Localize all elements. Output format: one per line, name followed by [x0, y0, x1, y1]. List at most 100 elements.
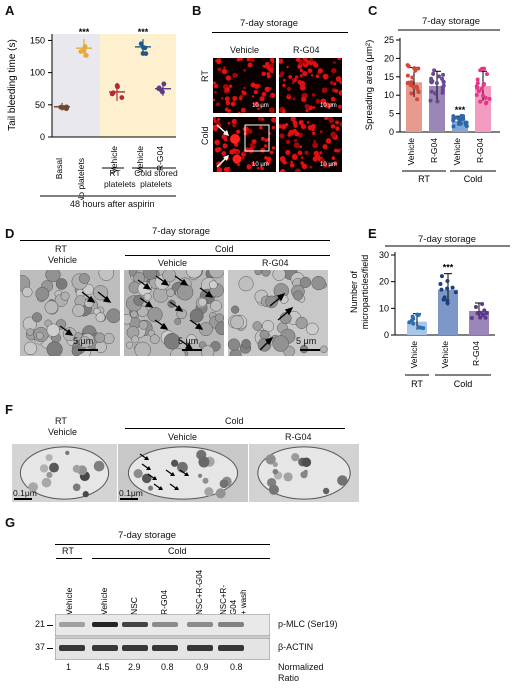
g-cold-line [92, 558, 270, 559]
b-cell [286, 65, 289, 69]
a-ytick-label: 150 [30, 35, 45, 45]
b-cell [301, 163, 308, 170]
e-point [438, 281, 443, 286]
e-point [473, 305, 478, 310]
b-cell [305, 109, 309, 113]
g-band-actin-lane [122, 645, 148, 651]
g-band-actin-lane [152, 645, 178, 651]
b-cell [222, 143, 228, 149]
f-scalebar-1 [14, 498, 32, 500]
b-cell [240, 107, 246, 113]
c-point [479, 86, 484, 91]
b-cell [321, 87, 328, 94]
e-title: 7-day storage [418, 234, 477, 245]
d-cell [78, 273, 90, 284]
b-cell [257, 107, 260, 111]
f-granule [301, 457, 312, 468]
a-point [142, 45, 148, 51]
b-cell [304, 104, 310, 110]
f-granule [265, 454, 276, 465]
d-cell [95, 312, 106, 323]
b-cell [259, 96, 265, 102]
f-cell-membrane [19, 446, 110, 500]
d-scale-3: 5 μm [296, 336, 317, 346]
c-point [456, 121, 461, 126]
d-rt: RT [55, 244, 67, 254]
f-granule [177, 461, 188, 473]
b-cell [224, 96, 230, 102]
g-rt-line [56, 558, 82, 559]
panel-c-label: C [368, 3, 378, 18]
b-cell [214, 139, 220, 146]
b-cell [217, 166, 221, 170]
f-granule [93, 460, 105, 472]
b-cell [317, 68, 323, 74]
d-scalebar-2 [182, 349, 202, 351]
b-scale-1: 10 μm [252, 103, 269, 109]
c-point [416, 66, 421, 71]
d-cell [174, 318, 182, 325]
b-cell [280, 168, 286, 172]
c-point [440, 76, 445, 81]
c-ylabel: Spreading area (μm²) [364, 40, 375, 130]
d-cell [238, 276, 254, 292]
b-cell [312, 155, 319, 162]
e-point [469, 316, 474, 321]
b-cell [290, 160, 294, 164]
b-cell [291, 81, 295, 85]
b-cell [300, 123, 306, 130]
c-group-rt: RT [418, 174, 430, 184]
f-granule [283, 472, 293, 482]
a-point [78, 49, 84, 54]
panel-b-label: B [192, 3, 202, 18]
b-cell [294, 131, 300, 137]
c-ytick-label: 0 [389, 127, 394, 137]
b-cell [295, 168, 301, 172]
e-point [421, 326, 426, 331]
b-cell [215, 59, 218, 63]
d-cell [78, 336, 91, 349]
d-cell [46, 323, 60, 337]
b-cell [315, 98, 321, 104]
b-cell [264, 156, 268, 160]
b-cell [250, 82, 256, 88]
b-cell [259, 125, 263, 130]
d-scalebar-3 [300, 349, 320, 351]
e-group-rt: RT [411, 379, 423, 389]
b-cell [230, 101, 236, 107]
b-cell [338, 90, 342, 96]
c-point [429, 80, 434, 85]
c-ytick-label: 5 [389, 109, 394, 119]
g-ratio-label: Normalized Ratio [278, 662, 324, 683]
b-scale-2: 10 μm [320, 103, 337, 109]
f-granule [141, 473, 152, 484]
b-cell [327, 105, 331, 109]
g-mw-21: 21 [35, 619, 46, 629]
panel-e-chart: 0 10 20 30 *** Number of microparticles/fie… [349, 245, 510, 389]
b-cell [290, 117, 296, 122]
b-cell [253, 101, 259, 107]
a-point [58, 104, 64, 110]
d-cell [130, 310, 138, 318]
g-band-actin-lane [187, 645, 213, 651]
c-xlabel-0: Vehicle [406, 138, 416, 166]
g-band-pmlc-lane [187, 622, 213, 627]
g-band-pmlc: p-MLC (Ser19) [278, 619, 338, 629]
d-cell [231, 305, 240, 314]
b-cell [226, 108, 231, 113]
a-point [119, 95, 125, 100]
b-cell [297, 150, 303, 156]
g-band-pmlc-lane [122, 622, 148, 627]
b-cell [243, 69, 247, 72]
e-point [442, 295, 447, 300]
d-cell [299, 276, 312, 288]
g-lane-0: Vehicle [64, 587, 74, 615]
b-cell [253, 91, 257, 94]
b-cell [220, 97, 224, 100]
b-cell [302, 58, 308, 62]
b-row-rt: RT [200, 70, 210, 82]
d-cell [55, 278, 68, 290]
b-cell [249, 142, 255, 148]
b-cell [322, 73, 329, 80]
b-cell [295, 58, 301, 62]
